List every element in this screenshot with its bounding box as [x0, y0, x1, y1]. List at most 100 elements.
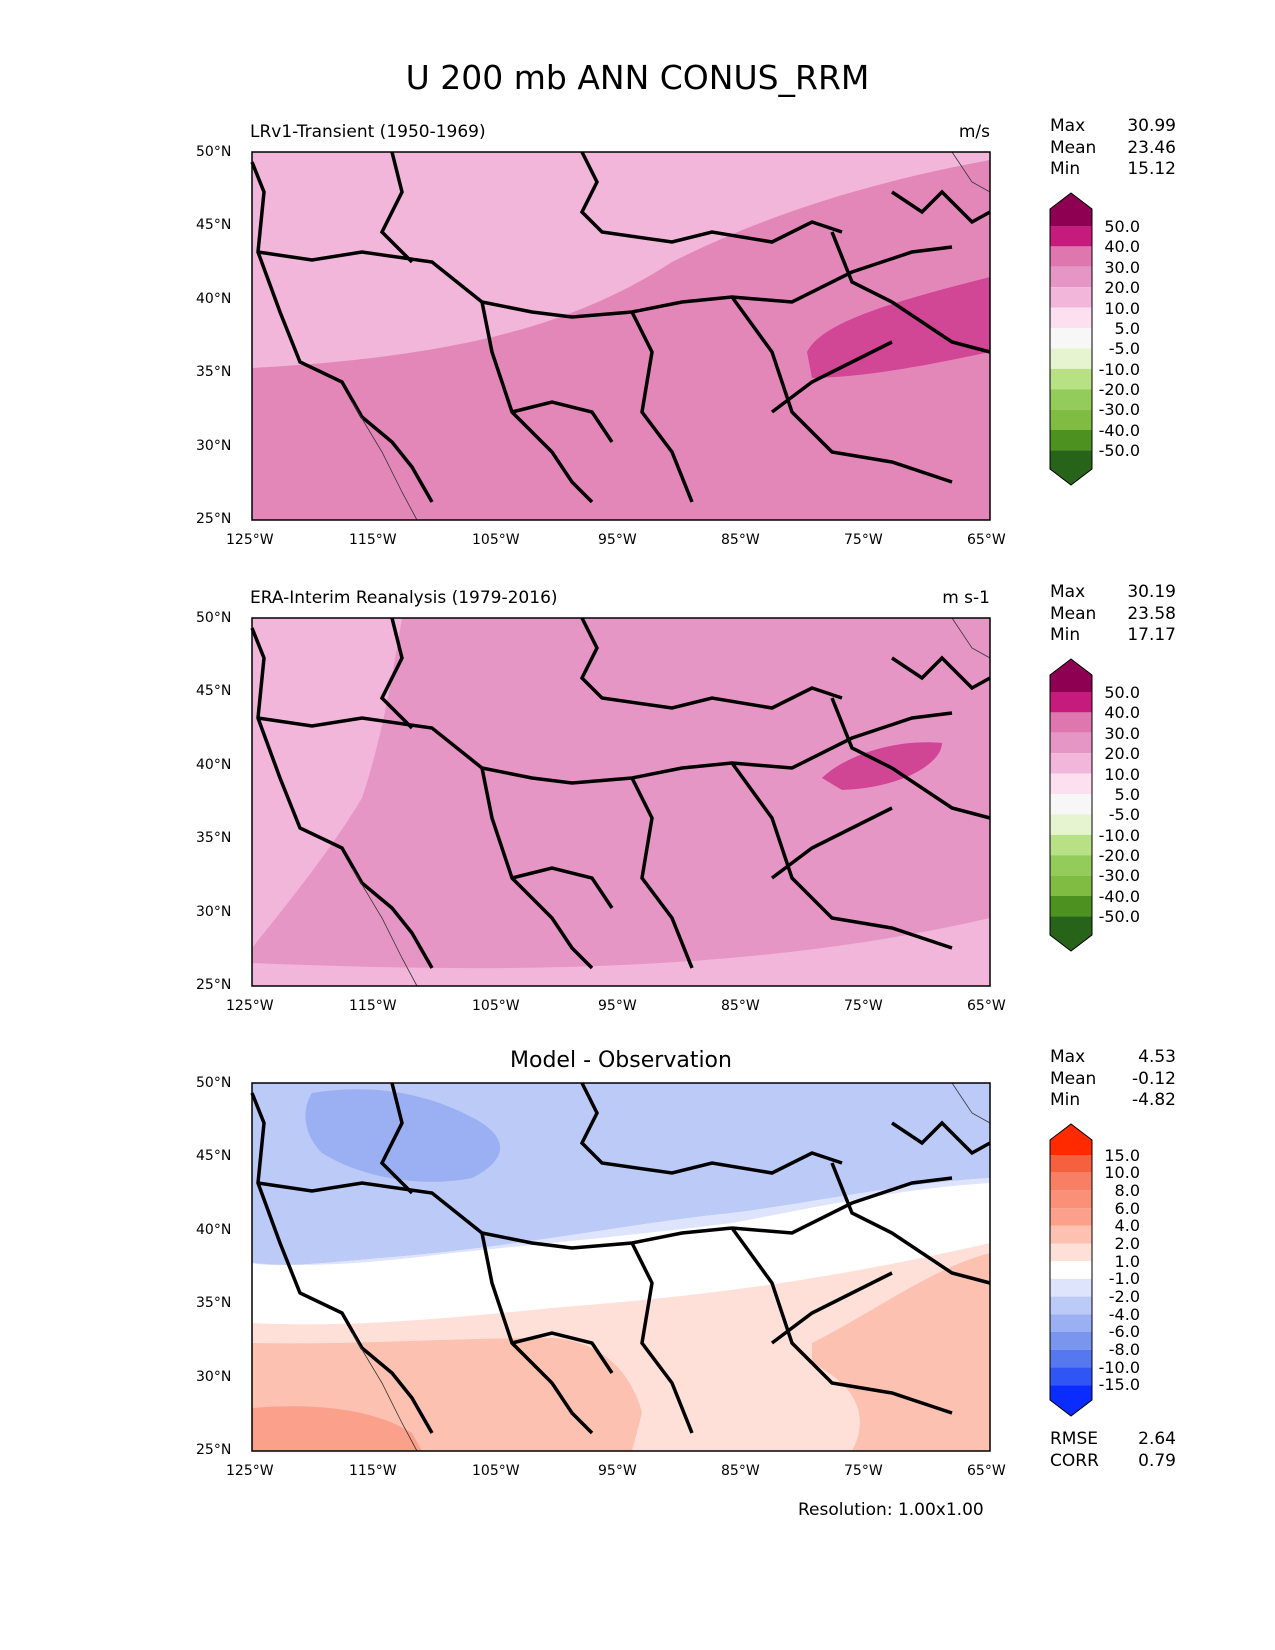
- panel2-units: m s-1: [942, 588, 990, 608]
- panel2-boundaries: [250, 617, 991, 970]
- panel3-cb-label: 6.0: [1114, 1199, 1140, 1218]
- panel3-max-value: 4.53: [1138, 1047, 1176, 1067]
- panel1-cb-label: 40.0: [1104, 237, 1140, 256]
- panel2-cb-label: 5.0: [1114, 785, 1140, 804]
- panel2-max-label: Max: [1050, 582, 1086, 602]
- panel2-mean-value: 23.58: [1127, 604, 1176, 624]
- panel3-cb-label: 10.0: [1104, 1163, 1140, 1182]
- panel3-cb-label: 2.0: [1114, 1234, 1140, 1253]
- panel1-lon-tick: 85°W: [721, 532, 760, 548]
- panel3-cb-label: 8.0: [1114, 1181, 1140, 1200]
- panel2-min-label: Min: [1050, 625, 1081, 645]
- panel1-lon-tick: 125°W: [226, 532, 274, 548]
- panel3-colorbar: [1049, 1123, 1093, 1417]
- panel2-coastlines: [351, 617, 991, 987]
- panel3-lon-tick: 115°W: [349, 1463, 397, 1479]
- panel3-lon-tick: 95°W: [598, 1463, 637, 1479]
- panel3-mean-label: Mean: [1050, 1069, 1097, 1089]
- panel1-field-high: [807, 277, 990, 378]
- panel3-field-pos4: [252, 1406, 422, 1451]
- panel2-lon-tick: 65°W: [967, 998, 1006, 1014]
- panel1-lat-tick: 25°N: [196, 511, 232, 527]
- panel3-mean-value: -0.12: [1132, 1069, 1176, 1089]
- panel3-lon-tick: 85°W: [721, 1463, 760, 1479]
- panel1-cb-label: -5.0: [1108, 339, 1140, 358]
- panel1-lon-tick: 95°W: [598, 532, 637, 548]
- panel3-min-label: Min: [1050, 1090, 1081, 1110]
- panel1-cb-label: 30.0: [1104, 258, 1140, 277]
- panel3-max-label: Max: [1050, 1047, 1086, 1067]
- panel2-title: ERA-Interim Reanalysis (1979-2016): [250, 588, 558, 608]
- panel3-cb-label: 15.0: [1104, 1146, 1140, 1165]
- panel2-cb-label: -5.0: [1108, 805, 1140, 824]
- panel3-lon-tick: 65°W: [967, 1463, 1006, 1479]
- panel2-cb-label: -50.0: [1098, 907, 1140, 926]
- panel2-lon-tick: 105°W: [472, 998, 520, 1014]
- panel1-cb-label: 10.0: [1104, 299, 1140, 318]
- panel2-colorbar: [1049, 658, 1093, 952]
- panel1-lat-tick: 50°N: [196, 144, 232, 160]
- panel1-title: LRv1-Transient (1950-1969): [250, 122, 486, 142]
- panel2-mean-label: Mean: [1050, 604, 1097, 624]
- panel3-cb-label: 4.0: [1114, 1216, 1140, 1235]
- panel3-lat-tick: 50°N: [196, 1075, 232, 1091]
- panel3-min-value: -4.82: [1132, 1090, 1176, 1110]
- panel3-rmse-value: 2.64: [1138, 1429, 1176, 1449]
- panel2-lon-tick: 75°W: [844, 998, 883, 1014]
- panel1-colorbar: [1049, 192, 1093, 486]
- panel1-cb-label: -40.0: [1098, 421, 1140, 440]
- panel2-cb-label: 10.0: [1104, 765, 1140, 784]
- panel3-lat-tick: 25°N: [196, 1442, 232, 1458]
- figure-title: U 200 mb ANN CONUS_RRM: [405, 58, 870, 97]
- panel2-lat-tick: 25°N: [196, 977, 232, 993]
- panel1-mean-label: Mean: [1050, 138, 1097, 158]
- panel1-units: m/s: [958, 122, 990, 142]
- panel2-lon-tick: 95°W: [598, 998, 637, 1014]
- panel2-map: [250, 617, 991, 987]
- panel1-map: [250, 151, 991, 521]
- panel2-lat-tick: 45°N: [196, 683, 232, 699]
- panel3-lon-tick: 105°W: [472, 1463, 520, 1479]
- panel2-cb-label: 50.0: [1104, 683, 1140, 702]
- panel3-field-pos2-east: [812, 1253, 990, 1451]
- panel1-max-value: 30.99: [1127, 116, 1176, 136]
- panel1-lat-tick: 30°N: [196, 438, 232, 454]
- panel3-field-neg4: [305, 1089, 501, 1182]
- panel3-map: [250, 1082, 991, 1452]
- panel2-cb-label: -30.0: [1098, 866, 1140, 885]
- panel1-mean-value: 23.46: [1127, 138, 1176, 158]
- panel3-lat-tick: 40°N: [196, 1222, 232, 1238]
- panel1-lat-tick: 45°N: [196, 217, 232, 233]
- resolution-note: Resolution: 1.00x1.00: [798, 1500, 984, 1520]
- panel1-cb-label: -30.0: [1098, 400, 1140, 419]
- panel3-cb-label: -15.0: [1098, 1375, 1140, 1394]
- panel1-field-mid: [252, 160, 990, 520]
- panel3-cb-label: -8.0: [1108, 1340, 1140, 1359]
- panel1-lon-tick: 115°W: [349, 532, 397, 548]
- panel3-lon-tick: 75°W: [844, 1463, 883, 1479]
- panel2-field-low-west: [252, 618, 402, 948]
- panel2-cb-label: -40.0: [1098, 887, 1140, 906]
- panel3-cb-label: -2.0: [1108, 1287, 1140, 1306]
- panel3-cb-label: 1.0: [1114, 1252, 1140, 1271]
- panel3-lon-tick: 125°W: [226, 1463, 274, 1479]
- panel2-cb-label: -10.0: [1098, 826, 1140, 845]
- panel2-lon-tick: 115°W: [349, 998, 397, 1014]
- panel2-cb-label: 30.0: [1104, 724, 1140, 743]
- panel1-lon-tick: 65°W: [967, 532, 1006, 548]
- panel3-cb-label: -4.0: [1108, 1305, 1140, 1324]
- panel3-corr-value: 0.79: [1138, 1451, 1176, 1471]
- panel2-cb-label: 40.0: [1104, 703, 1140, 722]
- panel3-title: Model - Observation: [510, 1048, 732, 1073]
- panel1-coastlines: [351, 151, 991, 521]
- panel3-cb-label: -6.0: [1108, 1322, 1140, 1341]
- panel3-lat-tick: 45°N: [196, 1148, 232, 1164]
- panel1-lat-tick: 35°N: [196, 364, 232, 380]
- panel3-lat-tick: 35°N: [196, 1295, 232, 1311]
- panel2-min-value: 17.17: [1127, 625, 1176, 645]
- panel1-max-label: Max: [1050, 116, 1086, 136]
- panel2-cb-label: -20.0: [1098, 846, 1140, 865]
- panel3-cb-label: -1.0: [1108, 1269, 1140, 1288]
- panel2-lat-tick: 30°N: [196, 904, 232, 920]
- panel1-lon-tick: 75°W: [844, 532, 883, 548]
